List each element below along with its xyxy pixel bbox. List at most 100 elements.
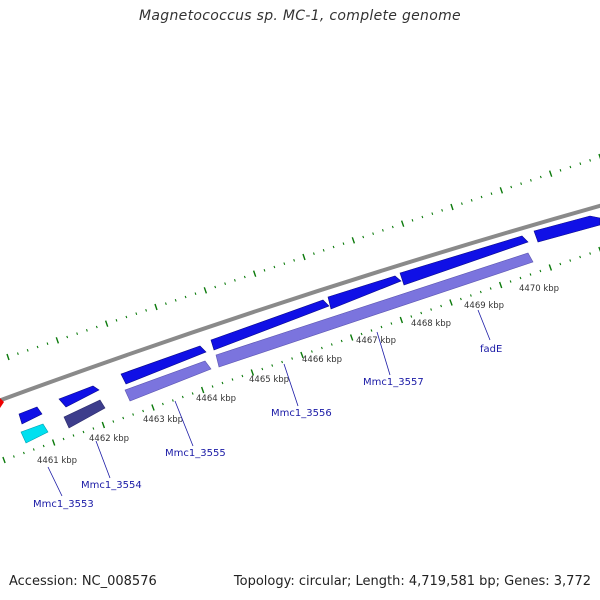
minor-tick xyxy=(224,282,227,285)
kbp-label: 4469 kbp xyxy=(464,301,504,311)
major-tick xyxy=(2,456,6,464)
minor-tick xyxy=(271,364,274,367)
major-tick xyxy=(548,170,553,177)
minor-tick xyxy=(171,399,174,402)
gene-label-mmc1-3556[interactable]: Mmc1_3556 xyxy=(271,408,332,419)
gene-label-mmc1-3555[interactable]: Mmc1_3555 xyxy=(165,448,226,459)
minor-tick xyxy=(32,448,35,451)
major-tick xyxy=(300,351,304,359)
minor-tick xyxy=(360,332,363,336)
minor-tick xyxy=(320,346,323,350)
minor-tick xyxy=(410,315,413,318)
red-feature-partial[interactable] xyxy=(0,398,4,408)
minor-tick xyxy=(332,245,335,249)
minor-tick xyxy=(281,360,284,364)
inner-tick-ring xyxy=(2,246,600,464)
minor-tick xyxy=(322,249,325,252)
minor-tick xyxy=(231,378,234,381)
major-tick xyxy=(151,404,155,411)
map-title: Magnetococcus sp. MC-1, complete genome xyxy=(139,8,461,24)
minor-tick xyxy=(579,162,582,165)
minor-tick xyxy=(480,195,483,199)
genome-info-label: Topology: circular; Length: 4,719,581 bp… xyxy=(233,574,591,589)
minor-tick xyxy=(430,308,433,311)
minor-tick xyxy=(431,212,434,215)
minor-tick xyxy=(132,413,135,416)
minor-tick xyxy=(95,325,98,329)
minor-tick xyxy=(241,374,244,378)
rna-feature[interactable] xyxy=(20,423,49,444)
gene-label-mmc1-3553[interactable]: Mmc1_3553 xyxy=(33,499,94,510)
gene-label-mmc1-3554[interactable]: Mmc1_3554 xyxy=(81,480,142,491)
cds-forward[interactable] xyxy=(533,215,600,243)
major-tick xyxy=(302,253,306,261)
major-tick xyxy=(101,421,106,429)
accession-label: Accession: NC_008576 xyxy=(9,574,157,589)
minor-tick xyxy=(164,302,167,305)
minor-tick xyxy=(421,215,424,219)
minor-tick xyxy=(529,179,532,182)
minor-tick xyxy=(460,202,463,205)
major-tick xyxy=(499,187,504,194)
minor-tick xyxy=(291,357,294,360)
scale-labels: 4461 kbp 4462 kbp 4463 kbp 4464 kbp 4465… xyxy=(37,284,559,466)
cds-forward[interactable] xyxy=(210,299,330,351)
minor-tick xyxy=(520,182,523,185)
kbp-label: 4466 kbp xyxy=(302,355,342,365)
minor-tick xyxy=(174,299,177,302)
kbp-label: 4463 kbp xyxy=(143,415,183,425)
minor-tick xyxy=(243,275,246,279)
cds-forward[interactable] xyxy=(58,385,100,408)
cds-reverse[interactable] xyxy=(63,399,106,429)
minor-tick xyxy=(16,352,19,355)
minor-tick xyxy=(569,259,572,262)
gene-label-mmc1-3557[interactable]: Mmc1_3557 xyxy=(363,377,424,388)
minor-tick xyxy=(263,269,266,272)
major-tick xyxy=(51,439,56,446)
cds-reverse[interactable] xyxy=(215,252,534,368)
minor-tick xyxy=(161,402,164,406)
cds-forward[interactable] xyxy=(18,406,43,425)
minor-tick xyxy=(82,430,85,434)
minor-tick xyxy=(391,225,394,229)
major-tick xyxy=(548,264,553,271)
minor-tick xyxy=(411,219,414,222)
gene-label-leaders xyxy=(47,309,491,497)
gene-label-fade[interactable]: fadE xyxy=(480,344,502,355)
minor-tick xyxy=(519,276,522,280)
minor-tick xyxy=(184,295,187,299)
minor-tick xyxy=(362,235,365,239)
kbp-label: 4461 kbp xyxy=(37,456,77,466)
cds-forward[interactable] xyxy=(327,275,402,310)
major-tick xyxy=(200,386,205,394)
major-tick xyxy=(498,281,503,289)
minor-tick xyxy=(142,409,145,413)
major-tick xyxy=(449,299,453,306)
minor-tick xyxy=(420,311,423,315)
cds-forward[interactable] xyxy=(399,235,529,286)
minor-tick xyxy=(293,259,296,262)
minor-tick xyxy=(440,304,443,308)
major-tick xyxy=(400,220,405,227)
cds-reverse[interactable] xyxy=(124,360,212,402)
minor-tick xyxy=(12,455,15,458)
minor-tick xyxy=(529,273,532,276)
minor-tick xyxy=(214,285,217,289)
kbp-label: 4462 kbp xyxy=(89,434,129,444)
major-tick xyxy=(598,246,600,253)
minor-tick xyxy=(22,451,25,455)
cds-forward[interactable] xyxy=(120,345,207,385)
minor-tick xyxy=(191,392,194,395)
minor-tick xyxy=(62,437,65,441)
minor-tick xyxy=(390,322,393,325)
minor-tick xyxy=(221,381,224,385)
minor-tick xyxy=(181,395,184,399)
kbp-label: 4468 kbp xyxy=(411,319,451,329)
minor-tick xyxy=(459,297,462,301)
major-tick xyxy=(154,303,158,311)
major-tick xyxy=(252,270,257,277)
minor-tick xyxy=(589,252,592,255)
minor-tick xyxy=(26,349,29,352)
minor-tick xyxy=(145,309,148,312)
